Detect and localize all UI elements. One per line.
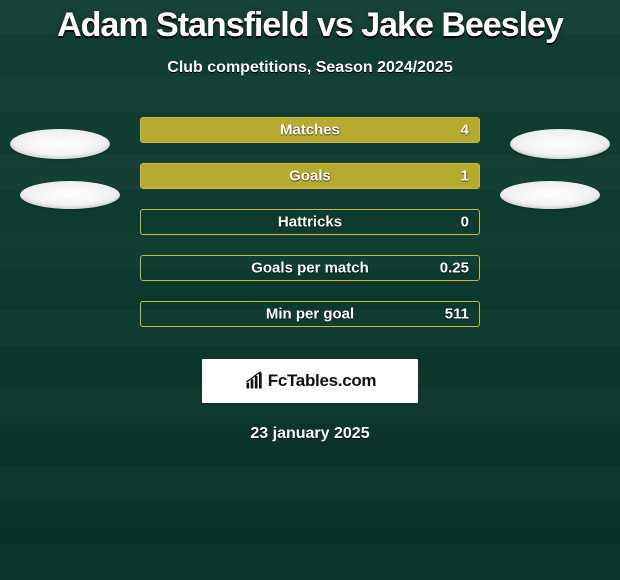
player1-name: Adam Stansfield	[57, 6, 308, 44]
player2-avatar-placeholder-2	[500, 181, 600, 209]
page-title: Adam Stansfield vs Jake Beesley	[0, 6, 620, 45]
player2-avatar-placeholder	[510, 129, 610, 159]
stat-bar: Min per goal 511	[140, 301, 480, 327]
stat-value: 0	[461, 214, 469, 231]
stat-bars: Matches 4 Goals 1 Hattricks 0 Goals per match 0…	[140, 117, 480, 347]
stat-label: Hattricks	[278, 214, 342, 231]
comparison-arena: Matches 4 Goals 1 Hattricks 0 Goals per match 0…	[0, 117, 620, 353]
brand-text: FcTables.com	[268, 371, 377, 391]
brand-logo: FcTables.com	[202, 359, 418, 403]
stat-label: Min per goal	[266, 306, 354, 323]
stat-value: 4	[461, 122, 469, 139]
stat-label: Goals	[289, 168, 331, 185]
stat-bar: Goals 1	[140, 163, 480, 189]
stat-value: 1	[461, 168, 469, 185]
subtitle: Club competitions, Season 2024/2025	[0, 59, 620, 77]
player1-avatar-placeholder	[10, 129, 110, 159]
player2-name: Jake Beesley	[361, 6, 563, 44]
stat-label: Matches	[280, 122, 340, 139]
stat-bar: Matches 4	[140, 117, 480, 143]
bar-chart-icon	[244, 371, 264, 391]
stat-bar: Hattricks 0	[140, 209, 480, 235]
snapshot-date: 23 january 2025	[0, 425, 620, 443]
stat-value: 0.25	[440, 260, 469, 277]
stat-bar: Goals per match 0.25	[140, 255, 480, 281]
stat-value: 511	[445, 306, 469, 323]
content: Adam Stansfield vs Jake Beesley Club com…	[0, 0, 620, 443]
player1-avatar-placeholder-2	[20, 181, 120, 209]
stat-label: Goals per match	[251, 260, 369, 277]
vs-text: vs	[317, 6, 353, 44]
